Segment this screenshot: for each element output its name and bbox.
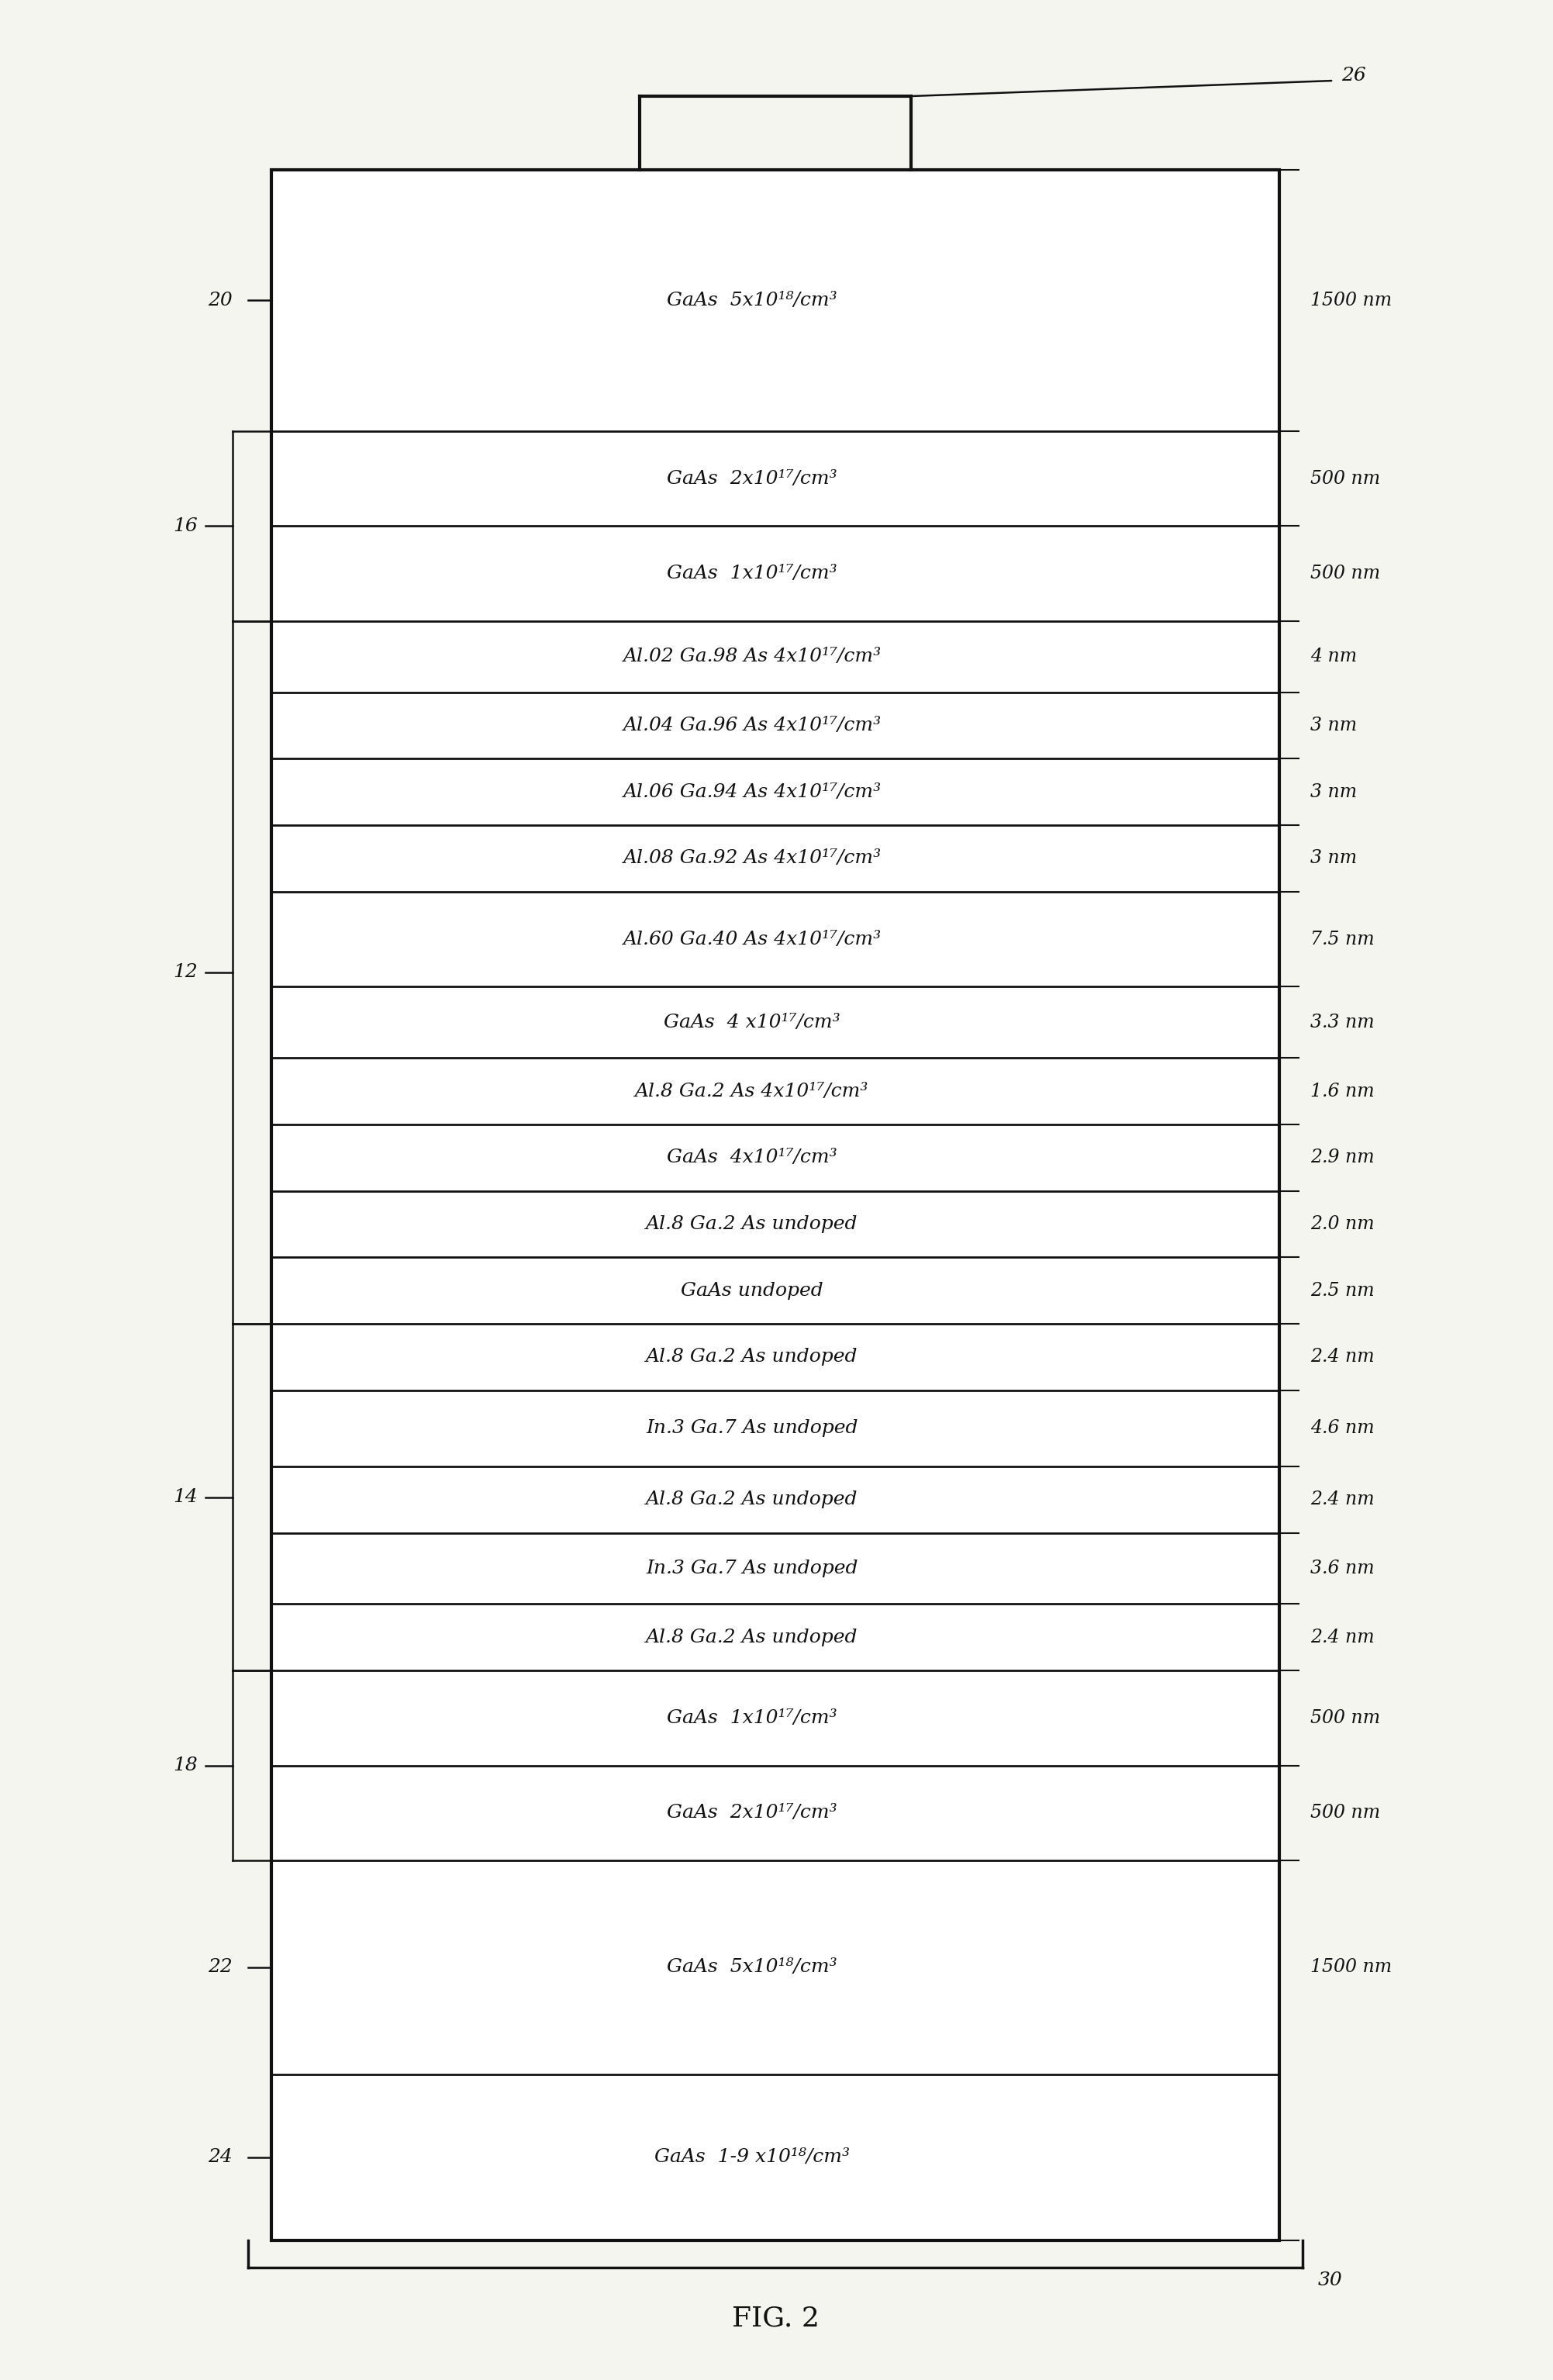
- Text: GaAs  2x10¹⁷/cm³: GaAs 2x10¹⁷/cm³: [666, 469, 837, 488]
- Text: GaAs  2x10¹⁷/cm³: GaAs 2x10¹⁷/cm³: [666, 1804, 837, 1823]
- Bar: [272, 169, 1280, 2240]
- Text: 18: 18: [172, 1756, 197, 1775]
- Text: 500 nm: 500 nm: [1311, 1709, 1381, 1728]
- Text: Al.06 Ga.94 As 4x10¹⁷/cm³: Al.06 Ga.94 As 4x10¹⁷/cm³: [623, 783, 881, 802]
- Text: 4.6 nm: 4.6 nm: [1311, 1418, 1374, 1438]
- Text: 1500 nm: 1500 nm: [1311, 290, 1391, 309]
- Text: GaAs  5x10¹⁸/cm³: GaAs 5x10¹⁸/cm³: [666, 1959, 837, 1975]
- Text: 2.4 nm: 2.4 nm: [1311, 1628, 1374, 1647]
- Text: 20: 20: [208, 290, 233, 309]
- Text: 16: 16: [172, 516, 197, 536]
- Text: In.3 Ga.7 As undoped: In.3 Ga.7 As undoped: [646, 1418, 859, 1438]
- Text: 2.0 nm: 2.0 nm: [1311, 1216, 1374, 1233]
- Text: GaAs  5x10¹⁸/cm³: GaAs 5x10¹⁸/cm³: [666, 290, 837, 309]
- Text: Al.8 Ga.2 As undoped: Al.8 Ga.2 As undoped: [646, 1216, 859, 1233]
- Text: 2.4 nm: 2.4 nm: [1311, 1490, 1374, 1509]
- Text: 14: 14: [172, 1488, 197, 1507]
- Text: 1500 nm: 1500 nm: [1311, 1959, 1391, 1975]
- Text: GaAs  1-9 x10¹⁸/cm³: GaAs 1-9 x10¹⁸/cm³: [654, 2149, 849, 2166]
- Text: 500 nm: 500 nm: [1311, 1804, 1381, 1823]
- Text: In.3 Ga.7 As undoped: In.3 Ga.7 As undoped: [646, 1559, 859, 1578]
- Text: 2.5 nm: 2.5 nm: [1311, 1283, 1374, 1299]
- Text: 7.5 nm: 7.5 nm: [1311, 931, 1374, 947]
- Text: Al.08 Ga.92 As 4x10¹⁷/cm³: Al.08 Ga.92 As 4x10¹⁷/cm³: [623, 850, 881, 866]
- Text: 24: 24: [208, 2149, 233, 2166]
- Text: GaAs  4x10¹⁷/cm³: GaAs 4x10¹⁷/cm³: [666, 1150, 837, 1166]
- Text: GaAs  1x10¹⁷/cm³: GaAs 1x10¹⁷/cm³: [666, 564, 837, 583]
- Text: 12: 12: [172, 964, 197, 981]
- Text: GaAs  4 x10¹⁷/cm³: GaAs 4 x10¹⁷/cm³: [663, 1014, 840, 1031]
- Text: Al.8 Ga.2 As undoped: Al.8 Ga.2 As undoped: [646, 1628, 859, 1647]
- Text: 4 nm: 4 nm: [1311, 647, 1357, 666]
- Text: 2.4 nm: 2.4 nm: [1311, 1347, 1374, 1366]
- Text: 500 nm: 500 nm: [1311, 564, 1381, 583]
- Text: FIG. 2: FIG. 2: [731, 2304, 818, 2330]
- Text: Al.04 Ga.96 As 4x10¹⁷/cm³: Al.04 Ga.96 As 4x10¹⁷/cm³: [623, 716, 881, 735]
- Text: 500 nm: 500 nm: [1311, 469, 1381, 488]
- Text: 3 nm: 3 nm: [1311, 716, 1357, 735]
- Text: Al.8 Ga.2 As undoped: Al.8 Ga.2 As undoped: [646, 1490, 859, 1509]
- Text: Al.02 Ga.98 As 4x10¹⁷/cm³: Al.02 Ga.98 As 4x10¹⁷/cm³: [623, 647, 881, 666]
- Text: 1.6 nm: 1.6 nm: [1311, 1083, 1374, 1100]
- Text: Al.60 Ga.40 As 4x10¹⁷/cm³: Al.60 Ga.40 As 4x10¹⁷/cm³: [623, 931, 881, 947]
- Text: 22: 22: [208, 1959, 233, 1975]
- Text: GaAs undoped: GaAs undoped: [680, 1283, 823, 1299]
- Text: 3 nm: 3 nm: [1311, 783, 1357, 802]
- Text: 3 nm: 3 nm: [1311, 850, 1357, 866]
- Text: 2.9 nm: 2.9 nm: [1311, 1150, 1374, 1166]
- Text: GaAs  1x10¹⁷/cm³: GaAs 1x10¹⁷/cm³: [666, 1709, 837, 1728]
- Text: 26: 26: [1342, 67, 1367, 86]
- Text: Al.8 Ga.2 As undoped: Al.8 Ga.2 As undoped: [646, 1347, 859, 1366]
- Text: 30: 30: [1318, 2271, 1343, 2290]
- Text: Al.8 Ga.2 As 4x10¹⁷/cm³: Al.8 Ga.2 As 4x10¹⁷/cm³: [635, 1083, 870, 1100]
- Text: 3.6 nm: 3.6 nm: [1311, 1559, 1374, 1578]
- Text: 3.3 nm: 3.3 nm: [1311, 1014, 1374, 1031]
